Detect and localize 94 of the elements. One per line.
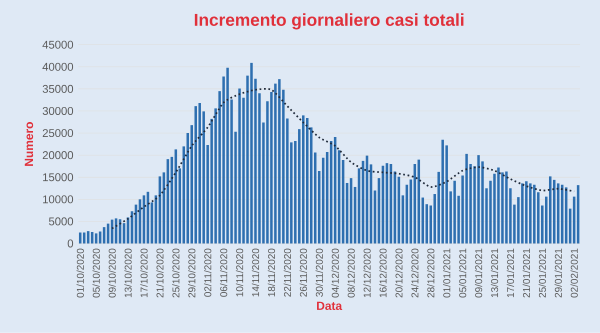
bar [306,118,309,244]
x-tick-label: 04/12/2020 [332,248,339,298]
x-tick-label: 29/01/2021 [554,248,562,298]
y-tick-label: 45000 [42,40,74,49]
y-tick-label: 25000 [42,129,74,138]
bar [110,220,114,244]
x-axis-title: Data [317,302,342,310]
y-tick-label: 10000 [43,195,74,204]
bar [102,227,106,244]
bar [278,79,281,244]
bar [114,218,118,244]
bar [238,88,241,244]
x-tick-label: 25/01/2021 [538,248,546,298]
chart-title: Incremento giornaliero casi totali [194,13,464,30]
bar [576,185,580,244]
x-tick-label: 12/12/2020 [363,248,371,298]
bar [564,187,568,244]
x-tick-label: 22/11/2020 [284,248,291,297]
y-tick-label: 0 [68,240,74,248]
x-tick-label: 21/01/2021 [522,248,530,298]
bar [350,178,352,244]
bar [302,115,305,244]
x-tick-label: 14/11/2020 [252,248,260,296]
bar [194,106,197,244]
bar [334,137,336,244]
bar [82,232,86,244]
bar [529,183,532,244]
line-series [111,88,576,230]
bar [556,183,560,244]
bar [90,232,94,244]
x-tick-label: 26/11/2020 [300,248,307,297]
bar [441,140,444,244]
y-tick-label: 30000 [42,107,74,115]
bar [548,176,552,244]
x-tick-label: 05/10/2020 [92,248,100,298]
x-tick-label: 28/12/2020 [427,248,434,298]
bar [86,231,90,244]
x-tick-label: 25/10/2020 [172,248,180,298]
y-tick-label: 15000 [43,173,74,182]
bar [118,219,122,244]
bar [142,195,146,244]
bar [497,168,500,244]
bar [138,199,142,244]
x-tick-label: 13/01/2021 [490,248,498,298]
bar [560,184,564,244]
bar [386,163,388,244]
y-tick-label: 5000 [48,217,74,226]
y-tick-label: 20000 [42,151,74,160]
y-tick-label: 35000 [42,84,74,93]
bar [525,181,528,244]
x-tick-label: 16/12/2020 [379,248,387,298]
bar [418,160,420,244]
bar [382,166,384,244]
x-tick-label: 01/10/2020 [76,248,84,298]
bar [226,68,229,244]
bar [366,156,368,244]
x-tick-label: 02/02/2021 [570,248,578,298]
x-tick-label: 13/10/2020 [124,248,132,298]
bar [78,232,82,244]
bar [106,224,110,244]
x-tick-label: 30/11/2020 [316,248,323,297]
bar [533,184,536,244]
bar [94,233,98,244]
x-tick-label: 09/01/2021 [474,248,482,298]
bar [146,192,150,244]
bar [465,154,468,244]
x-tick-label: 01/01/2021 [443,248,450,298]
x-tick-label: 20/12/2020 [395,248,403,298]
bar [166,159,170,244]
x-tick-label: 09/10/2020 [108,248,116,298]
x-tick-label: 10/11/2020 [236,248,244,296]
x-tick-label: 29/10/2020 [188,248,196,298]
bar [158,176,162,244]
bar [198,103,201,244]
x-tick-label: 17/01/2021 [506,248,514,298]
bar [552,180,556,244]
bar [390,164,392,244]
bar [453,180,456,244]
bar [174,149,178,244]
x-tick-label: 18/11/2020 [268,248,276,296]
bar [477,155,480,244]
x-tick-label: 02/11/2020 [204,248,212,297]
bar [250,62,253,244]
x-tick-label: 05/01/2021 [458,248,466,298]
x-tick-label: 21/10/2020 [156,248,164,298]
x-tick-label: 17/10/2020 [140,248,148,298]
x-tick-label: 24/12/2020 [411,248,418,298]
y-tick-label: 40000 [42,62,74,71]
x-tick-label: 08/12/2020 [347,248,355,298]
bar [521,183,524,244]
bar [505,172,508,244]
bar [330,141,332,244]
x-tick-label: 06/11/2020 [220,248,228,297]
y-axis-title: Numero [24,122,34,166]
